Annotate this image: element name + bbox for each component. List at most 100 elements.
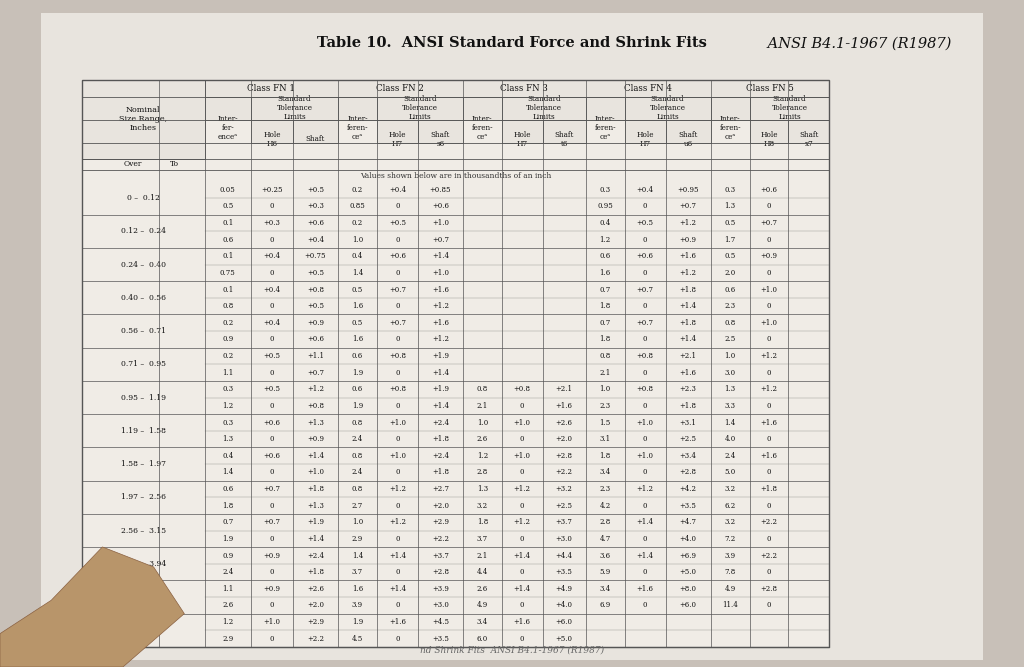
- Text: 0: 0: [520, 568, 524, 576]
- Text: 0.4: 0.4: [600, 219, 610, 227]
- Text: +0.6: +0.6: [263, 452, 281, 460]
- Text: +1.2: +1.2: [680, 269, 696, 277]
- Text: +0.5: +0.5: [307, 302, 324, 310]
- Text: 1.2: 1.2: [600, 235, 610, 243]
- Bar: [377, 97, 463, 120]
- Text: +0.6: +0.6: [432, 202, 449, 210]
- Text: +0.8: +0.8: [389, 352, 406, 360]
- Text: +4.7: +4.7: [680, 518, 696, 526]
- Text: 0: 0: [395, 336, 399, 344]
- Text: 1.9: 1.9: [222, 535, 233, 543]
- Text: 2.7: 2.7: [352, 502, 362, 510]
- Text: 1.1: 1.1: [222, 369, 233, 377]
- Bar: [625, 97, 711, 120]
- Text: 0: 0: [269, 235, 274, 243]
- Text: 0: 0: [767, 568, 771, 576]
- Text: 0: 0: [269, 402, 274, 410]
- Text: 0.5: 0.5: [352, 285, 362, 293]
- Text: 1.2: 1.2: [222, 618, 233, 626]
- Text: +1.4: +1.4: [637, 552, 653, 560]
- Text: 3.9: 3.9: [352, 602, 362, 610]
- Text: +1.9: +1.9: [432, 386, 449, 394]
- Text: +0.6: +0.6: [307, 336, 324, 344]
- Text: +1.8: +1.8: [307, 485, 324, 493]
- Text: 0: 0: [395, 269, 399, 277]
- Text: 0: 0: [643, 302, 647, 310]
- Text: 3.0: 3.0: [725, 369, 735, 377]
- Text: 1.0: 1.0: [725, 352, 735, 360]
- Text: 1.3: 1.3: [477, 485, 487, 493]
- Text: +3.5: +3.5: [432, 635, 449, 643]
- Text: 0.3: 0.3: [222, 418, 233, 426]
- Text: 1.4: 1.4: [222, 468, 233, 476]
- Text: +1.0: +1.0: [761, 285, 777, 293]
- Text: +0.7: +0.7: [680, 202, 696, 210]
- Text: 3.2: 3.2: [477, 502, 487, 510]
- Text: Shaft
u6: Shaft u6: [679, 131, 697, 148]
- Text: +0.8: +0.8: [307, 402, 324, 410]
- Text: +2.8: +2.8: [680, 468, 696, 476]
- Text: +0.7: +0.7: [432, 235, 449, 243]
- Text: 2.8: 2.8: [477, 468, 487, 476]
- Text: +2.4: +2.4: [432, 452, 449, 460]
- Text: 0: 0: [767, 235, 771, 243]
- Text: 0.2: 0.2: [222, 319, 233, 327]
- Text: 2.1: 2.1: [477, 402, 487, 410]
- Text: 11.4: 11.4: [722, 602, 738, 610]
- Text: +0.9: +0.9: [680, 235, 696, 243]
- Text: +1.6: +1.6: [761, 452, 777, 460]
- Text: 0.8: 0.8: [352, 418, 362, 426]
- Text: 4.4: 4.4: [477, 568, 487, 576]
- Text: +1.0: +1.0: [637, 452, 653, 460]
- Text: 0: 0: [269, 468, 274, 476]
- Text: +2.2: +2.2: [761, 518, 777, 526]
- Text: +0.4: +0.4: [263, 252, 281, 260]
- Text: 0.5: 0.5: [352, 319, 362, 327]
- Text: Inter-
fer-
enceᵃ: Inter- fer- enceᵃ: [217, 115, 239, 141]
- Text: 0: 0: [643, 202, 647, 210]
- Text: Inter-
feren-
ceᵃ: Inter- feren- ceᵃ: [346, 115, 369, 141]
- Text: 0.12 –  0.24: 0.12 – 0.24: [121, 227, 166, 235]
- Text: 0: 0: [520, 402, 524, 410]
- Text: 2.8: 2.8: [600, 518, 610, 526]
- Text: Standard
Tolerance
Limits: Standard Tolerance Limits: [649, 95, 686, 121]
- Text: 0: 0: [395, 369, 399, 377]
- Text: 2.9: 2.9: [222, 635, 233, 643]
- Text: +0.9: +0.9: [761, 252, 777, 260]
- Text: 0.71 –  0.95: 0.71 – 0.95: [121, 360, 166, 368]
- Text: 6.9: 6.9: [600, 602, 610, 610]
- Text: +2.2: +2.2: [307, 635, 324, 643]
- Text: +0.7: +0.7: [307, 369, 324, 377]
- Text: 0.6: 0.6: [352, 386, 362, 394]
- Text: 0.8: 0.8: [352, 452, 362, 460]
- Text: 1.8: 1.8: [600, 336, 610, 344]
- Text: 0: 0: [643, 435, 647, 443]
- Text: 3.2: 3.2: [725, 485, 735, 493]
- Text: 1.8: 1.8: [600, 452, 610, 460]
- Text: 2.0: 2.0: [725, 269, 735, 277]
- Text: 0.3: 0.3: [600, 185, 610, 193]
- Text: 1.97 –  2.56: 1.97 – 2.56: [121, 494, 166, 502]
- Text: +1.6: +1.6: [514, 618, 530, 626]
- Text: +0.6: +0.6: [263, 418, 281, 426]
- Text: +0.8: +0.8: [637, 386, 653, 394]
- Text: 0.2: 0.2: [352, 219, 362, 227]
- Text: +4.9: +4.9: [556, 585, 572, 593]
- Text: 2.6: 2.6: [477, 435, 487, 443]
- Text: +2.1: +2.1: [556, 386, 572, 394]
- Text: 1.19 –  1.58: 1.19 – 1.58: [121, 427, 166, 435]
- Text: +2.1: +2.1: [680, 352, 696, 360]
- Text: 1.8: 1.8: [600, 302, 610, 310]
- Text: +1.0: +1.0: [514, 418, 530, 426]
- Text: 1.7: 1.7: [725, 235, 735, 243]
- Text: 0.4: 0.4: [352, 252, 362, 260]
- Text: +0.4: +0.4: [263, 285, 281, 293]
- Text: +1.0: +1.0: [389, 418, 406, 426]
- Text: 0.95 –  1.19: 0.95 – 1.19: [121, 394, 166, 402]
- Text: +0.7: +0.7: [637, 319, 653, 327]
- Text: 3.4: 3.4: [600, 468, 610, 476]
- Text: +3.4: +3.4: [680, 452, 696, 460]
- Text: Standard
Tolerance
Limits: Standard Tolerance Limits: [276, 95, 312, 121]
- Text: +2.8: +2.8: [432, 568, 449, 576]
- Text: 1.9: 1.9: [352, 369, 362, 377]
